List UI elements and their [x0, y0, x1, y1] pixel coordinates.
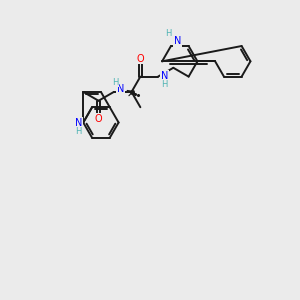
Text: H: H	[75, 127, 82, 136]
Text: N: N	[174, 36, 181, 46]
Text: O: O	[136, 54, 144, 64]
Text: N: N	[161, 70, 168, 81]
Text: H: H	[112, 78, 118, 87]
Text: H: H	[165, 29, 171, 38]
Text: O: O	[95, 114, 102, 124]
Text: N: N	[117, 84, 124, 94]
Text: H: H	[161, 80, 167, 89]
Text: N: N	[75, 118, 82, 128]
